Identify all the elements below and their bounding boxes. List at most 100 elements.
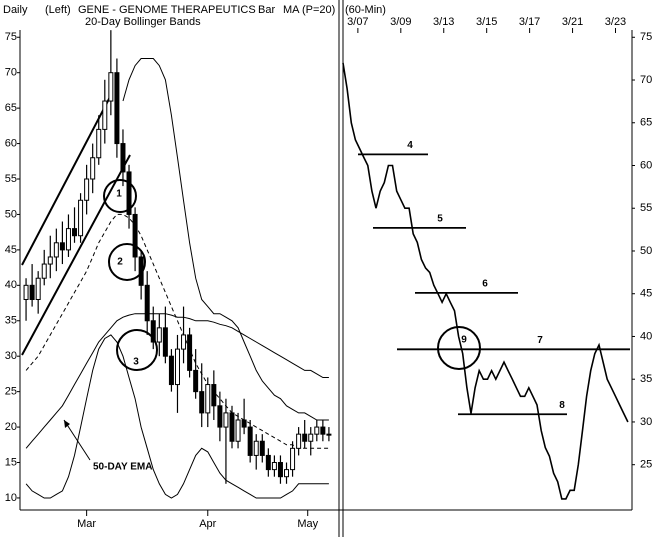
candle-body (308, 433, 314, 442)
candle-body (53, 242, 59, 258)
candle-body (23, 284, 29, 300)
y-tick-label: 30 (5, 350, 17, 362)
annotation: 3 (133, 357, 139, 368)
candle-body (132, 213, 138, 258)
candle-body (41, 263, 47, 279)
annotation: 1 (116, 189, 122, 200)
ma-label: MA (P=20) (283, 4, 335, 16)
bar-style: Bar (258, 4, 275, 16)
candle-body (59, 242, 65, 251)
candle-body (162, 327, 168, 357)
candle-body (302, 433, 308, 442)
x-tick-label: 3/21 (562, 16, 583, 28)
candle-body (199, 391, 205, 414)
candle-body (35, 277, 41, 300)
x-tick-label: May (297, 518, 318, 530)
candle-body (150, 320, 156, 343)
x-tick-label: 3/09 (390, 16, 411, 28)
candle-body (174, 348, 180, 386)
y-tick-label: 40 (5, 279, 17, 291)
x-tick-label: 3/13 (433, 16, 454, 28)
candle-body (253, 440, 259, 456)
level-label: 7 (537, 335, 543, 346)
period-label: (60-Min) (345, 4, 386, 16)
y-tick-label: 65 (640, 117, 652, 129)
x-tick-label: 3/15 (476, 16, 497, 28)
trend-line (21, 154, 131, 356)
overlay-line (122, 58, 329, 421)
overlay-line (25, 334, 329, 499)
level-label: 4 (407, 140, 413, 151)
candle-body (223, 412, 229, 428)
candle-body (320, 426, 326, 435)
annotation-arrowhead (64, 420, 70, 428)
highlight-circle (116, 329, 158, 371)
candle-body (235, 419, 241, 442)
candle-body (168, 355, 174, 386)
candle-body (265, 454, 271, 471)
period-label: Daily (3, 4, 28, 16)
candle-body (271, 462, 277, 471)
candle-body (326, 433, 332, 436)
y-tick-label: 45 (640, 288, 652, 300)
x-tick-label: 3/17 (519, 16, 540, 28)
y-tick-label: 40 (640, 330, 652, 342)
candle-body (296, 433, 302, 449)
candle-body (65, 228, 71, 251)
candle-body (314, 426, 320, 435)
x-tick-label: Apr (199, 518, 216, 530)
x-tick-label: 3/23 (605, 16, 626, 28)
candle-body (277, 462, 283, 478)
candle-body (138, 256, 144, 286)
trend-line (21, 96, 111, 266)
y-tick-label: 50 (5, 208, 17, 220)
candle-body (29, 284, 35, 300)
y-tick-label: 35 (5, 315, 17, 327)
y-tick-label: 65 (5, 102, 17, 114)
candle-body (181, 334, 187, 350)
highlight-circle (103, 179, 137, 213)
y-tick-label: 70 (5, 67, 17, 79)
y-tick-label: 45 (5, 244, 17, 256)
candle-body (156, 327, 162, 343)
chart-subtitle: 20-Day Bollinger Bands (85, 16, 201, 28)
candle-body (187, 334, 193, 371)
candle-body (96, 128, 102, 159)
highlight-circle (437, 326, 481, 370)
candle-body (84, 178, 90, 201)
ema-label: 50-DAY EMA (93, 462, 152, 473)
y-tick-label: 60 (640, 159, 652, 171)
overlay-line (25, 313, 329, 449)
candle-body (102, 100, 108, 130)
candle-body (108, 72, 114, 102)
y-tick-label: 15 (5, 456, 17, 468)
y-tick-label: 55 (5, 173, 17, 185)
candle-body (126, 171, 132, 215)
candle-body (78, 199, 84, 237)
y-tick-label: 20 (5, 421, 17, 433)
candle-body (229, 412, 235, 442)
candle-body (120, 143, 126, 173)
candle-body (259, 440, 265, 456)
annotation: 9 (461, 335, 467, 346)
level-label: 6 (482, 279, 488, 290)
overlay-line (25, 213, 329, 449)
candle-body (193, 369, 199, 393)
candle-body (211, 384, 217, 407)
candle-body (144, 284, 150, 322)
highlight-circle (108, 243, 146, 281)
y-tick-label: 70 (640, 74, 652, 86)
y-tick-label: 50 (640, 245, 652, 257)
candle-body (72, 228, 78, 237)
y-tick-label: 60 (5, 137, 17, 149)
x-tick-label: Mar (77, 518, 96, 530)
y-tick-label: 25 (5, 386, 17, 398)
y-tick-label: 55 (640, 202, 652, 214)
annotation-arrow (63, 419, 91, 461)
y-tick-label: 30 (640, 416, 652, 428)
y-tick-label: 75 (640, 31, 652, 43)
y-tick-label: 35 (640, 373, 652, 385)
